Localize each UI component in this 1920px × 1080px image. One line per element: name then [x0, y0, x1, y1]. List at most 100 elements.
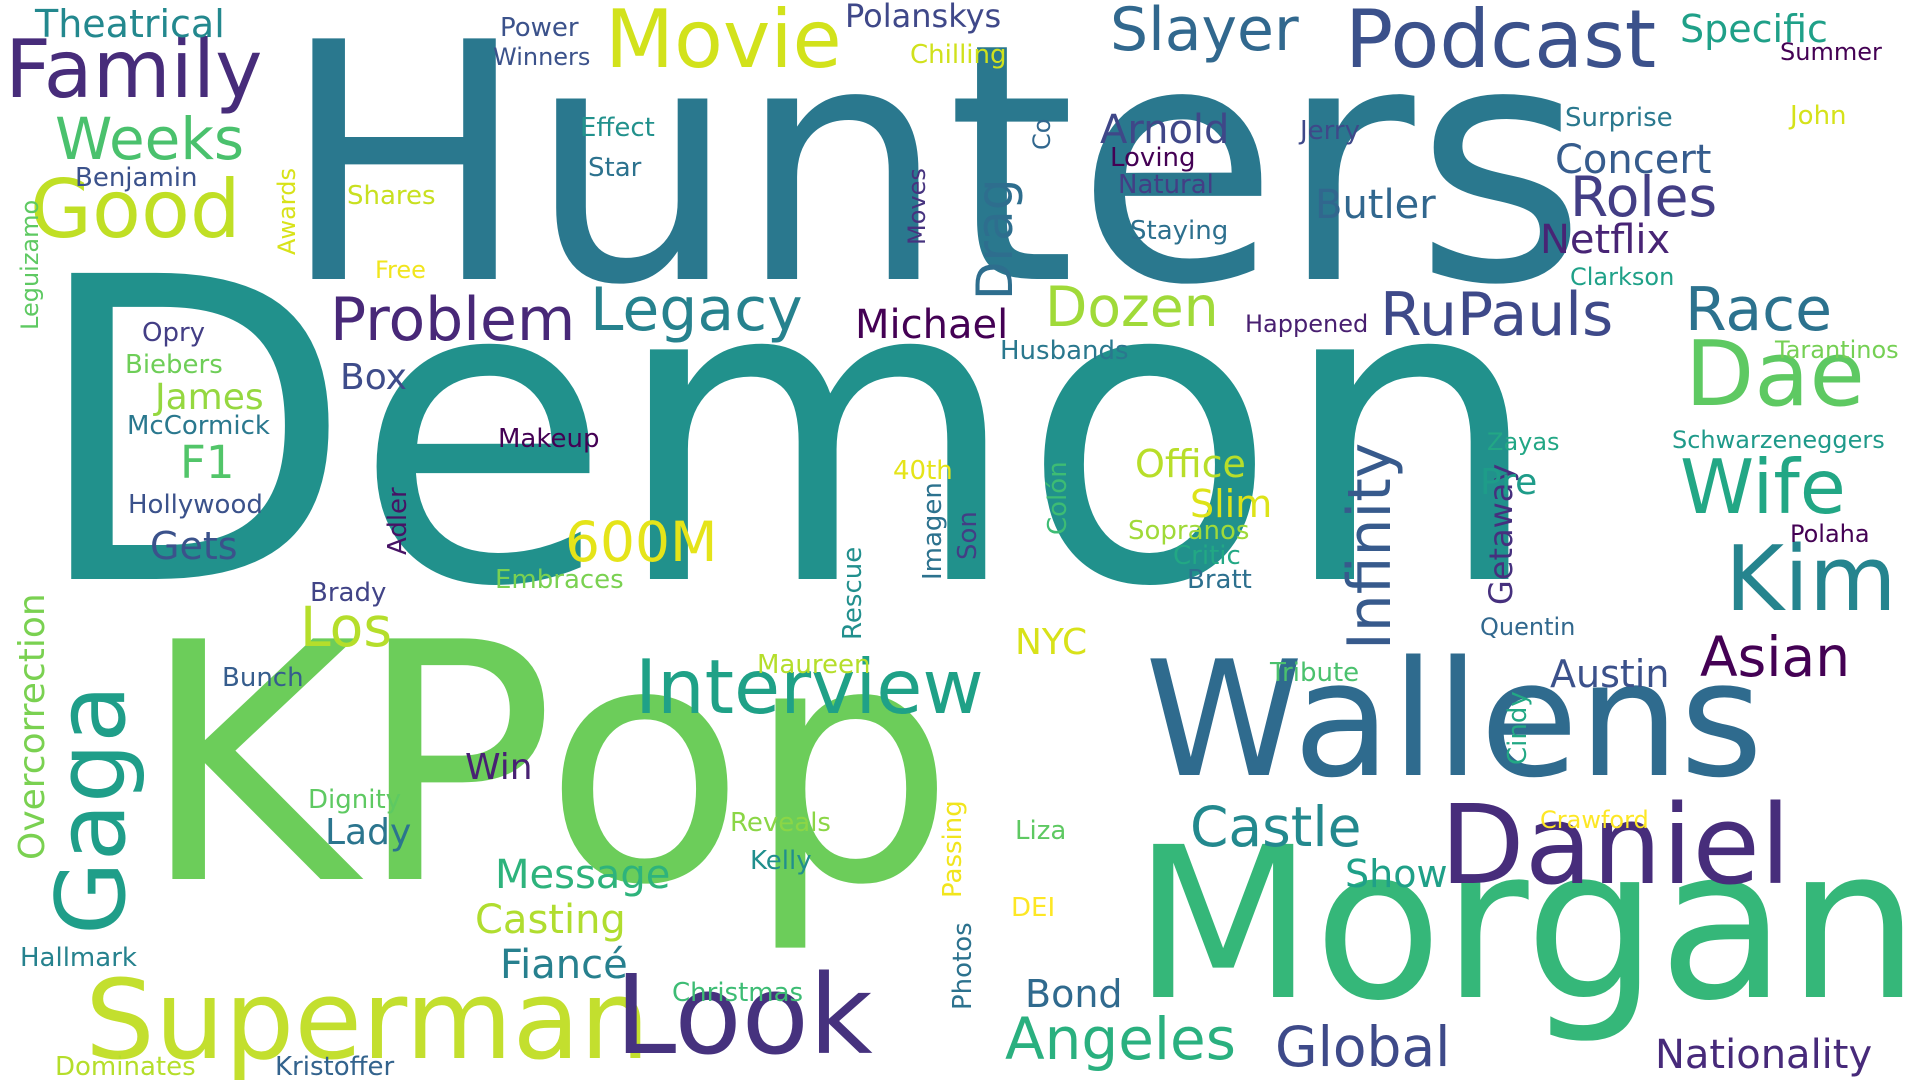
word-box: Box — [340, 357, 407, 398]
word-600m: 600M — [565, 510, 718, 574]
word-leguizamo: Leguizamo — [16, 199, 44, 330]
word-jerry: Jerry — [1300, 116, 1360, 146]
word-infinity: Infinity — [1335, 442, 1405, 650]
word-clarkson: Clarkson — [1570, 263, 1675, 291]
word-podcast: Podcast — [1345, 0, 1657, 86]
word-global: Global — [1275, 1015, 1451, 1079]
word-drag: Drag — [966, 178, 1024, 300]
word-sopranos: Sopranos — [1128, 516, 1250, 546]
word-dominates: Dominates — [55, 1052, 196, 1080]
word-los: Los — [300, 595, 392, 659]
word-bunch: Bunch — [222, 663, 304, 693]
word-surprise: Surprise — [1565, 103, 1673, 133]
word-brady: Brady — [310, 578, 387, 608]
word-staying: Staying — [1130, 216, 1229, 246]
word-lady: Lady — [325, 812, 412, 853]
word-cindy: Cindy — [1503, 691, 1533, 765]
word-movie: Movie — [605, 0, 842, 86]
word-polanskys: Polanskys — [845, 0, 1002, 35]
word-dozen: Dozen — [1045, 275, 1219, 339]
word-tribute: Tribute — [1270, 658, 1360, 688]
word-dei: DEI — [1011, 893, 1056, 923]
word-reveals: Reveals — [730, 808, 831, 838]
word-concert: Concert — [1555, 137, 1712, 183]
word-happened: Happened — [1245, 310, 1369, 338]
word-daniel: Daniel — [1440, 781, 1791, 909]
word-nyc: NYC — [1015, 622, 1088, 663]
word-co: Co — [1028, 118, 1056, 150]
word-john: John — [1790, 101, 1847, 131]
word-dae: Dae — [1685, 322, 1865, 427]
word-kim: Kim — [1725, 527, 1897, 632]
word-hunters: Hunters — [280, 0, 1587, 357]
word-morgan: Morgan — [1132, 802, 1920, 1047]
word-bratt: Bratt — [1187, 565, 1252, 595]
word-race: Race — [1685, 275, 1833, 345]
word-wallens: Wallens — [1145, 626, 1764, 813]
word-nationality: Nationality — [1655, 1032, 1873, 1078]
word-loving: Loving — [1110, 143, 1196, 173]
word-schwarzeneggers: Schwarzeneggers — [1672, 426, 1885, 454]
word-butler: Butler — [1315, 182, 1436, 228]
word-star: Star — [588, 153, 642, 183]
word-f1: F1 — [180, 436, 235, 489]
word-problem: Problem — [330, 285, 576, 355]
word-crawford: Crawford — [1540, 806, 1649, 834]
word-quentin: Quentin — [1480, 613, 1576, 641]
word-asian: Asian — [1700, 625, 1851, 689]
word-tarantinos: Tarantinos — [1775, 336, 1899, 364]
word-fianc: Fiancé — [500, 942, 628, 988]
word-liza: Liza — [1015, 816, 1067, 846]
word-adler: Adler — [383, 487, 413, 555]
word-roles: Roles — [1570, 165, 1718, 229]
word-kelly: Kelly — [750, 846, 812, 876]
word-biebers: Biebers — [125, 350, 223, 380]
word-awards: Awards — [273, 168, 301, 255]
word-show: Show — [1345, 852, 1448, 896]
word-power: Power — [500, 13, 579, 43]
word-maureen: Maureen — [757, 650, 871, 680]
word-kpop: KPop — [140, 573, 956, 957]
word-kristoffer: Kristoffer — [275, 1052, 395, 1080]
word-slim: Slim — [1190, 482, 1273, 526]
word-specific: Specific — [1680, 7, 1828, 51]
word-message: Message — [495, 852, 671, 898]
word-rescue: Rescue — [838, 546, 868, 640]
word-pre: Pre — [1480, 462, 1538, 503]
word-rupauls: RuPauls — [1380, 280, 1614, 350]
word-overcorrection: Overcorrection — [12, 593, 53, 860]
word-moves: Moves — [903, 168, 931, 245]
word-embraces: Embraces — [495, 565, 624, 595]
word-critic: Critic — [1173, 541, 1241, 571]
word-austin: Austin — [1550, 652, 1670, 696]
word-bond: Bond — [1025, 972, 1123, 1016]
word-superman: Superman — [85, 956, 650, 1080]
word-james: James — [155, 377, 264, 418]
word-gaga: Gaga — [37, 684, 147, 935]
word-summer: Summer — [1780, 38, 1882, 66]
word-demon: Demon — [30, 190, 1545, 679]
word-winners: Winners — [493, 43, 591, 71]
word-gets: Gets — [150, 524, 238, 568]
word-wife: Wife — [1680, 443, 1846, 531]
word-casting: Casting — [475, 897, 626, 943]
word-benjamin: Benjamin — [75, 163, 198, 193]
word-photos: Photos — [948, 922, 978, 1010]
word-christmas: Christmas — [672, 978, 804, 1008]
word-passing: Passing — [938, 800, 968, 898]
word-natural: Natural — [1118, 170, 1214, 200]
word-son: Son — [953, 511, 983, 560]
word-win: Win — [465, 747, 533, 788]
word-opry: Opry — [142, 318, 206, 348]
word-hallmark: Hallmark — [20, 943, 137, 973]
word-40th: 40th — [893, 456, 953, 486]
word-effect: Effect — [580, 113, 655, 143]
word-netflix: Netflix — [1540, 217, 1671, 263]
word-theatrical: Theatrical — [35, 2, 225, 46]
word-weeks: Weeks — [55, 105, 245, 173]
word-look: Look — [615, 951, 873, 1079]
word-good: Good — [30, 163, 241, 256]
word-slayer: Slayer — [1110, 0, 1299, 65]
word-dignity: Dignity — [308, 785, 402, 815]
